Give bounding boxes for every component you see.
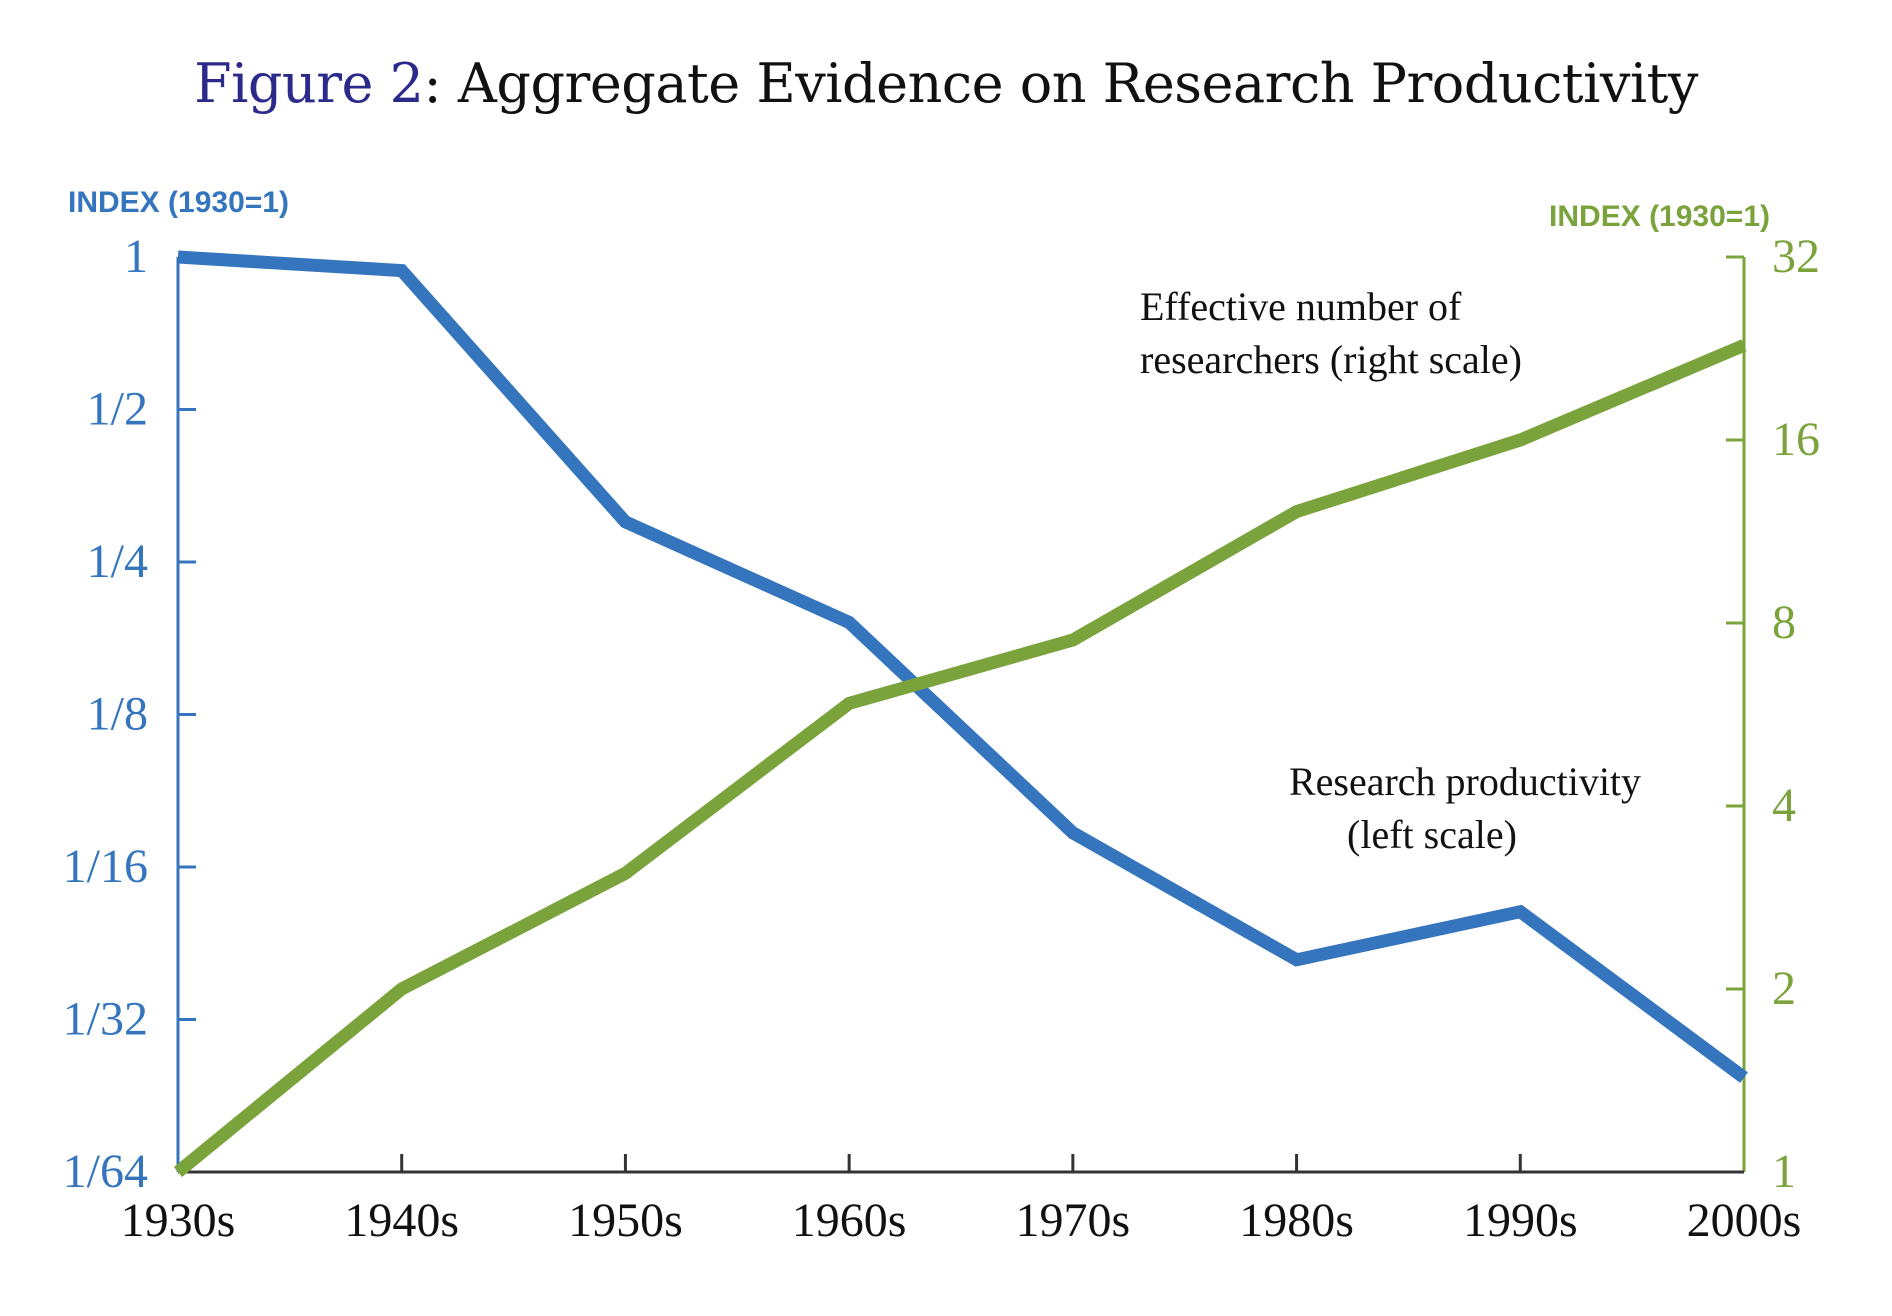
series-line-research-productivity bbox=[177, 250, 1748, 1083]
x-axis-tick-label: 1950s bbox=[568, 1194, 683, 1247]
x-axis-tick-label: 2000s bbox=[1687, 1194, 1802, 1247]
x-axis-tick-label: 1980s bbox=[1239, 1194, 1354, 1247]
series-line-researchers bbox=[173, 339, 1747, 1178]
left-axis-title: INDEX (1930=1) bbox=[68, 186, 289, 219]
left-axis-tick-label: 1/16 bbox=[63, 840, 148, 893]
right-axis-tick-label: 16 bbox=[1772, 413, 1820, 466]
figure-label: Figure 2 bbox=[194, 52, 424, 115]
right-axis-tick-label: 32 bbox=[1772, 230, 1820, 283]
x-axis-tick-label: 1960s bbox=[792, 1194, 907, 1247]
x-axis-tick-label: 1930s bbox=[121, 1194, 236, 1247]
left-axis-tick-label: 1/4 bbox=[87, 535, 148, 588]
right-axis-tick-label: 1 bbox=[1772, 1145, 1796, 1198]
right-axis-title: INDEX (1930=1) bbox=[1549, 200, 1770, 233]
left-axis-tick-label: 1/64 bbox=[63, 1145, 148, 1198]
annotation-productivity-line2: (left scale) bbox=[1347, 812, 1517, 857]
right-axis-tick-label: 8 bbox=[1772, 596, 1796, 649]
left-axis-tick-label: 1/2 bbox=[87, 383, 148, 436]
x-axis-tick-label: 1970s bbox=[1016, 1194, 1131, 1247]
annotation-productivity-line1: Research productivity bbox=[1289, 759, 1641, 804]
annotation-researchers-line2: researchers (right scale) bbox=[1140, 337, 1522, 382]
left-axis-tick-label: 1/8 bbox=[87, 688, 148, 741]
figure-title-text: : Aggregate Evidence on Research Product… bbox=[423, 52, 1699, 115]
left-axis-tick-label: 1 bbox=[124, 230, 148, 283]
annotation-researchers-line1: Effective number of bbox=[1140, 284, 1462, 329]
x-axis-tick-label: 1940s bbox=[344, 1194, 459, 1247]
series-group bbox=[173, 250, 1748, 1178]
left-axis-tick-label: 1/32 bbox=[63, 993, 148, 1046]
x-axis-tick-label: 1990s bbox=[1463, 1194, 1578, 1247]
chart-title: Figure 2: Aggregate Evidence on Research… bbox=[0, 52, 1892, 115]
right-axis-tick-label: 2 bbox=[1772, 962, 1796, 1015]
right-axis-tick-label: 4 bbox=[1772, 779, 1796, 832]
axes-group bbox=[176, 255, 1746, 1174]
